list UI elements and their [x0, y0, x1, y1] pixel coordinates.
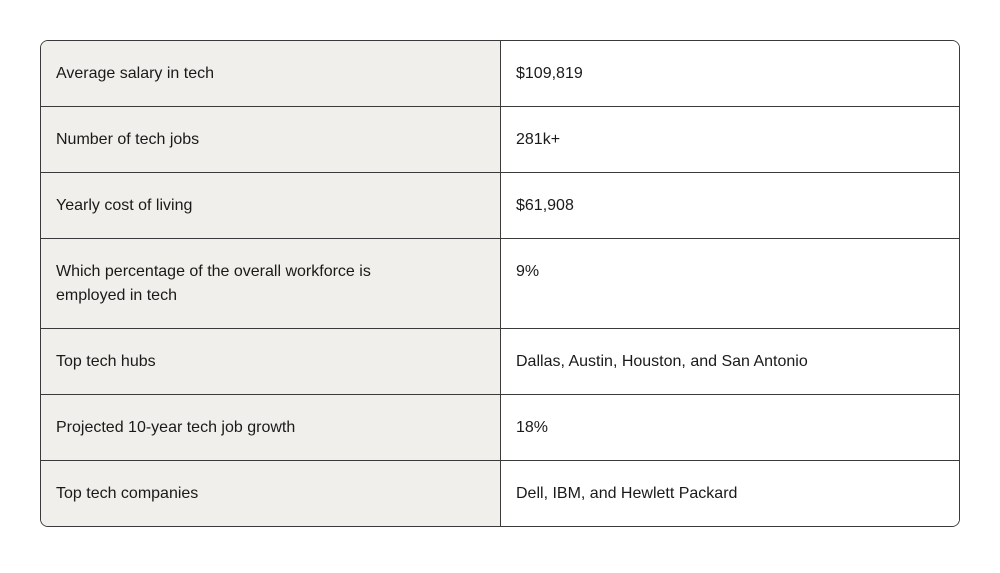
label-text: Top tech hubs — [56, 353, 156, 370]
table-row: Number of tech jobs 281k+ — [41, 106, 959, 172]
table-row: Average salary in tech $109,819 — [41, 41, 959, 106]
value-text: Dell, IBM, and Hewlett Packard — [516, 485, 738, 502]
table-row: Yearly cost of living $61,908 — [41, 172, 959, 238]
value-text: 18% — [516, 419, 549, 436]
data-table: Average salary in tech $109,819 Number of … — [40, 40, 960, 527]
value-cell: Dallas, Austin, Houston, and San Antonio — [501, 329, 959, 394]
label-text: Number of tech jobs — [56, 131, 200, 148]
value-text: 9% — [516, 263, 540, 280]
label-cell: Top tech companies — [41, 461, 501, 526]
label-text: Which percentage of the overall workforc… — [56, 263, 371, 304]
table-row: Projected 10-year tech job growth 18% — [41, 394, 959, 460]
table-row: Top tech companies Dell, IBM, and Hewlett… — [41, 460, 959, 526]
value-cell: 18% — [501, 395, 959, 460]
label-cell: Top tech hubs — [41, 329, 501, 394]
label-cell: Which percentage of the overall workforc… — [41, 239, 501, 328]
label-text: Average salary in tech — [56, 65, 215, 82]
value-text: 281k+ — [516, 131, 561, 148]
label-cell: Projected 10-year tech job growth — [41, 395, 501, 460]
value-cell: $61,908 — [501, 173, 959, 238]
value-cell: Dell, IBM, and Hewlett Packard — [501, 461, 959, 526]
value-cell: 281k+ — [501, 107, 959, 172]
label-text: Top tech companies — [56, 485, 199, 502]
value-cell: 9% — [501, 239, 959, 328]
label-text: Projected 10-year tech job growth — [56, 419, 296, 436]
label-text: Yearly cost of living — [56, 197, 193, 214]
label-cell: Number of tech jobs — [41, 107, 501, 172]
label-cell: Average salary in tech — [41, 41, 501, 106]
value-text: $109,819 — [516, 65, 583, 82]
value-text: $61,908 — [516, 197, 574, 214]
value-text: Dallas, Austin, Houston, and San Antonio — [516, 353, 808, 370]
label-cell: Yearly cost of living — [41, 173, 501, 238]
table-row: Which percentage of the overall workforc… — [41, 238, 959, 328]
value-cell: $109,819 — [501, 41, 959, 106]
table-row: Top tech hubs Dallas, Austin, Houston, an… — [41, 328, 959, 394]
